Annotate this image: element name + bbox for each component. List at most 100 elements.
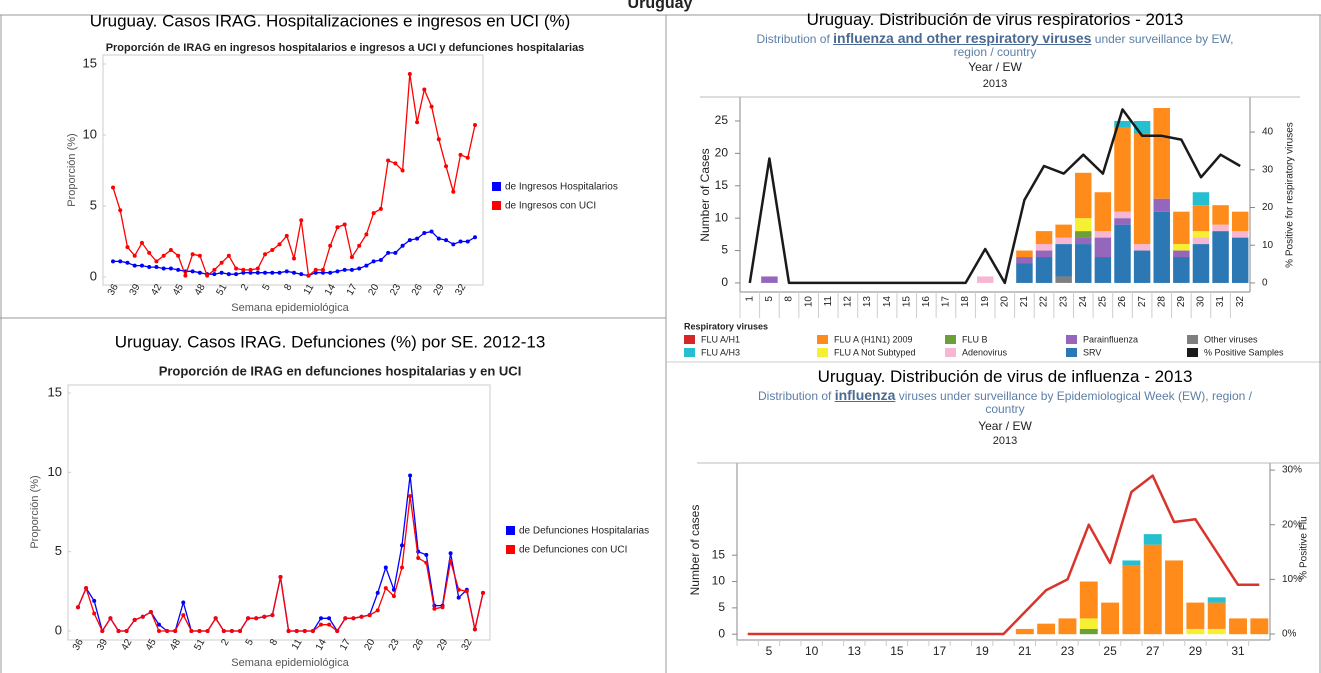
x-tick-label: 5: [261, 282, 274, 293]
subtitle-emphasis: influenza: [834, 387, 896, 403]
x-tick-label: 23: [1058, 296, 1069, 308]
point: [473, 235, 477, 240]
x-tick-label: 5: [766, 644, 773, 658]
y2-tick-label: 0: [1262, 278, 1268, 289]
point: [451, 242, 456, 247]
y2-tick-label: 0%: [1282, 629, 1297, 640]
point: [255, 270, 260, 275]
bar-segment: [1075, 231, 1092, 238]
y-tick-label: 0: [721, 275, 728, 289]
point: [294, 629, 299, 633]
bar-segment: [1133, 250, 1151, 283]
point: [255, 266, 260, 271]
point: [349, 267, 354, 272]
x-tick-label: 15: [890, 644, 904, 658]
x-tick-label: 17: [933, 644, 947, 658]
y-axis-label: Proporción (%): [66, 133, 78, 206]
x-tick-label: 29: [1176, 296, 1187, 308]
y-tick-label: 0: [90, 268, 97, 283]
legend-swatch: [506, 545, 515, 554]
point: [448, 559, 453, 564]
bar-segment: [1133, 244, 1151, 251]
bar-segment: [1094, 192, 1112, 232]
bar-segment: [1192, 237, 1210, 245]
point: [262, 614, 267, 619]
y-tick-label: 5: [721, 243, 728, 257]
y-tick-label: 20: [715, 146, 729, 160]
point: [248, 270, 253, 275]
point: [342, 222, 347, 227]
point: [286, 629, 291, 633]
point: [278, 575, 283, 580]
bar-segment: [1055, 237, 1072, 245]
legend-swatch: [817, 348, 828, 357]
bar-segment: [1212, 231, 1229, 283]
x-tick-label: 42: [119, 637, 134, 653]
point: [100, 629, 105, 633]
bar-segment: [1055, 224, 1072, 238]
point: [234, 272, 239, 277]
point: [165, 629, 170, 633]
point: [351, 616, 356, 621]
x-tick-label: 8: [784, 296, 795, 302]
y-tick-label: 10: [712, 574, 726, 588]
point: [429, 229, 434, 234]
x-tick-label: 29: [432, 282, 447, 298]
point: [319, 622, 323, 627]
point: [472, 627, 477, 632]
legend-swatch: [684, 335, 695, 344]
point: [436, 236, 441, 241]
point: [306, 273, 311, 278]
point: [458, 239, 463, 244]
point: [422, 87, 427, 92]
point: [277, 242, 282, 247]
point: [84, 586, 89, 591]
y-axis-label: Proporción (%): [29, 475, 41, 548]
y2-tick-label: 20: [1262, 202, 1274, 213]
point: [386, 158, 391, 163]
point: [458, 152, 463, 157]
x-tick-label: 25: [1098, 296, 1109, 308]
x-tick-label: 14: [323, 282, 338, 298]
x-tick-label: 26: [1117, 296, 1128, 308]
bar-segment: [1133, 133, 1151, 245]
bar-segment: [1015, 628, 1034, 635]
point: [393, 161, 398, 166]
y-tick-label: 25: [715, 113, 729, 127]
x-tick-label: 15: [901, 296, 912, 308]
point: [451, 189, 456, 194]
point: [176, 253, 181, 258]
point: [299, 218, 304, 223]
x-tick-label: 32: [1235, 296, 1246, 308]
point: [464, 589, 469, 594]
y-tick-label: 15: [715, 178, 729, 192]
bar-segment: [1075, 237, 1092, 245]
point: [292, 270, 296, 275]
point: [190, 269, 195, 274]
x-tick-label: 26: [410, 282, 425, 298]
subtitle-part: Distribution of: [758, 389, 835, 403]
point: [429, 104, 434, 109]
point: [132, 253, 137, 258]
x-tick-label: 31: [1215, 296, 1226, 308]
subtitle-part: Distribution of: [756, 32, 834, 46]
x-group: 2013: [992, 435, 1018, 447]
x-tick-label: 14: [882, 296, 893, 308]
chart-header: Uruguay. Distribución de virus respirato…: [700, 10, 1290, 90]
legend-label: FLU A Not Subtyped: [834, 347, 916, 357]
bar-segment: [1037, 623, 1056, 635]
plot-frame: [67, 384, 491, 641]
point: [343, 616, 348, 621]
bar-segment: [1186, 602, 1205, 629]
point: [76, 605, 80, 610]
point: [124, 629, 129, 633]
bar-segment: [1035, 244, 1053, 251]
point: [448, 551, 453, 556]
y-tick-label: 15: [48, 384, 62, 399]
point: [157, 629, 161, 633]
x-tick-label: 1: [744, 296, 755, 302]
point: [139, 240, 144, 245]
x-axis-label: Semana epidemiológica: [231, 302, 349, 314]
point: [139, 263, 144, 268]
point: [219, 260, 224, 265]
